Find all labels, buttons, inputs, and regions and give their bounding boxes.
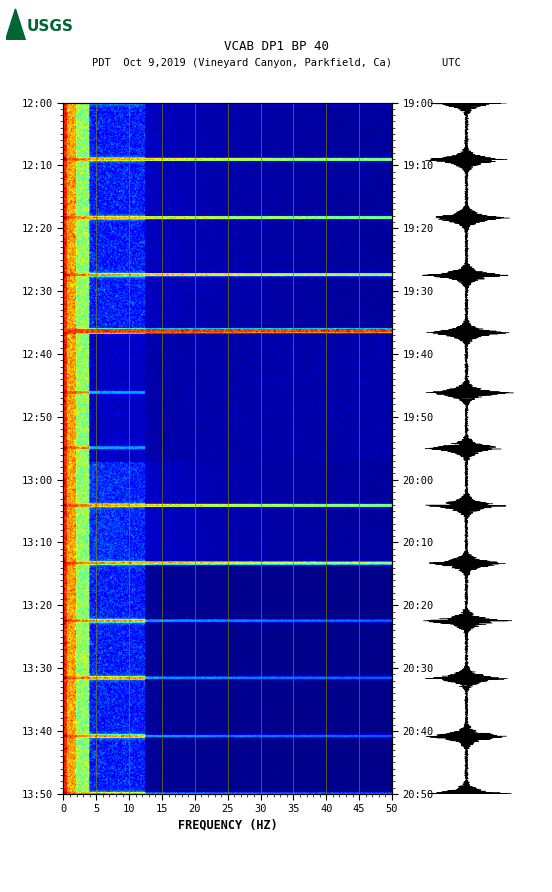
X-axis label: FREQUENCY (HZ): FREQUENCY (HZ) bbox=[178, 819, 278, 831]
Polygon shape bbox=[6, 9, 25, 40]
Text: VCAB DP1 BP 40: VCAB DP1 BP 40 bbox=[224, 40, 328, 54]
Text: PDT  Oct 9,2019 (Vineyard Canyon, Parkfield, Ca)        UTC: PDT Oct 9,2019 (Vineyard Canyon, Parkfie… bbox=[92, 58, 460, 68]
Text: USGS: USGS bbox=[26, 20, 73, 34]
